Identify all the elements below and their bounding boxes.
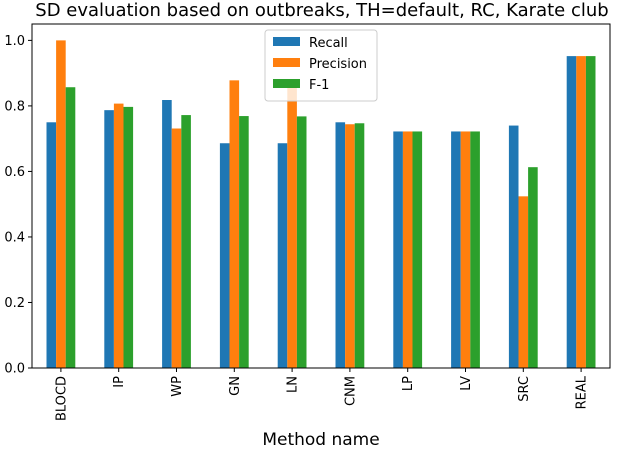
bar-precision-ln <box>287 84 297 368</box>
bar-f-1-cnm <box>354 123 365 369</box>
y-tick-label: 0.0 <box>4 362 25 377</box>
x-tick-label: LP <box>401 376 416 391</box>
bar-f-1-lp <box>412 131 423 368</box>
bar-precision-ip <box>113 103 124 369</box>
bar-recall-gn <box>219 143 230 368</box>
plot-frame <box>31 23 611 369</box>
bar-precision-blocd <box>56 40 66 368</box>
bar-recall-src <box>508 125 519 368</box>
x-tick-label: IP <box>112 376 127 388</box>
legend-swatch-f-1 <box>273 79 300 88</box>
y-tick-label: 1.0 <box>4 34 25 49</box>
legend-label-f-1: F-1 <box>309 78 329 93</box>
legend-label-recall: Recall <box>309 36 348 51</box>
x-tick-label: WP <box>170 376 185 397</box>
legend-swatch-recall <box>273 37 300 46</box>
bar-recall-blocd <box>46 122 57 368</box>
y-tick-label: 0.4 <box>4 230 25 245</box>
bar-f-1-lv <box>470 131 480 368</box>
x-tick-label: LN <box>286 376 301 393</box>
legend: Recall Precision F-1 <box>264 29 378 102</box>
bar-recall-ip <box>104 110 114 368</box>
bars-group <box>46 40 596 369</box>
bar-f-1-real <box>585 56 596 369</box>
bar-f-1-wp <box>181 115 191 368</box>
y-axis: 0.0 0.2 0.4 0.6 0.8 1.0 <box>4 34 32 377</box>
bar-recall-ln <box>277 143 288 368</box>
legend-label-precision: Precision <box>309 57 367 72</box>
y-tick-label: 0.2 <box>4 296 25 311</box>
bar-precision-wp <box>171 128 182 368</box>
bar-precision-gn <box>229 80 240 368</box>
x-tick-label: LV <box>459 376 474 391</box>
x-tick-label: CNM <box>343 376 358 406</box>
x-tick-label: BLOCD <box>54 376 69 421</box>
bar-f-1-src <box>528 167 538 368</box>
bar-recall-cnm <box>335 122 346 368</box>
chart-title: SD evaluation based on outbreaks, TH=def… <box>35 0 608 21</box>
bar-f-1-gn <box>239 116 249 368</box>
legend-swatch-precision <box>273 58 300 67</box>
x-axis-label: Method name <box>262 430 379 450</box>
bar-precision-cnm <box>345 124 355 368</box>
bar-recall-wp <box>162 100 172 368</box>
y-tick-label: 0.6 <box>4 165 25 180</box>
bar-recall-real <box>566 56 577 369</box>
bar-precision-lv <box>460 131 471 368</box>
bar-f-1-ln <box>296 116 307 368</box>
bar-precision-real <box>576 56 586 369</box>
bar-recall-lv <box>451 131 461 368</box>
bar-recall-lp <box>393 131 403 368</box>
x-axis: BLOCD IP WP GN LN CNM LP LV SRC REAL <box>54 368 590 421</box>
bar-precision-src <box>518 196 529 368</box>
bar-f-1-ip <box>123 106 134 368</box>
x-tick-label: GN <box>228 376 243 396</box>
x-tick-label: REAL <box>575 375 590 409</box>
y-tick-label: 0.8 <box>4 99 25 114</box>
bar-f-1-blocd <box>65 87 76 368</box>
x-tick-label: SRC <box>517 376 532 402</box>
bar-precision-lp <box>402 131 413 368</box>
